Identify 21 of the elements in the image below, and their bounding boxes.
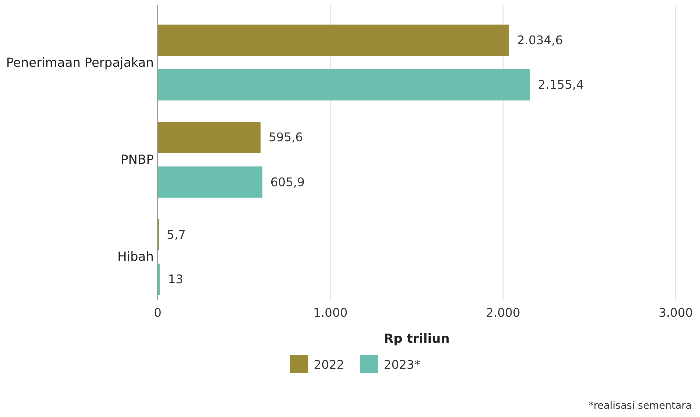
- x-tick-label: 1.000: [313, 306, 348, 320]
- bar: [158, 166, 263, 198]
- data-label: 2.155,4: [538, 78, 584, 92]
- y-tick-label: Penerimaan Perpajakan: [6, 54, 154, 70]
- bar: [158, 122, 261, 154]
- data-label: 5,7: [166, 228, 186, 242]
- data-label: 13: [168, 272, 184, 287]
- x-axis-title: Rp triliun: [384, 331, 450, 346]
- y-tick-label: Hibah: [118, 249, 154, 264]
- x-tick-label: 0: [154, 306, 162, 320]
- bar: [158, 24, 510, 56]
- data-label: 2.034,6: [517, 33, 564, 48]
- bar: [158, 69, 530, 101]
- legend-label: 2023*: [384, 358, 421, 372]
- x-tick-label: 2.000: [486, 306, 521, 320]
- legend-label: 2022: [314, 358, 345, 372]
- x-tick-label: 3.000: [658, 306, 694, 320]
- data-label: 605,9: [270, 175, 305, 190]
- y-tick-label: PNBP: [120, 152, 154, 167]
- text: *realisasi sementara: [588, 401, 692, 412]
- data-label: 595,6: [268, 130, 304, 145]
